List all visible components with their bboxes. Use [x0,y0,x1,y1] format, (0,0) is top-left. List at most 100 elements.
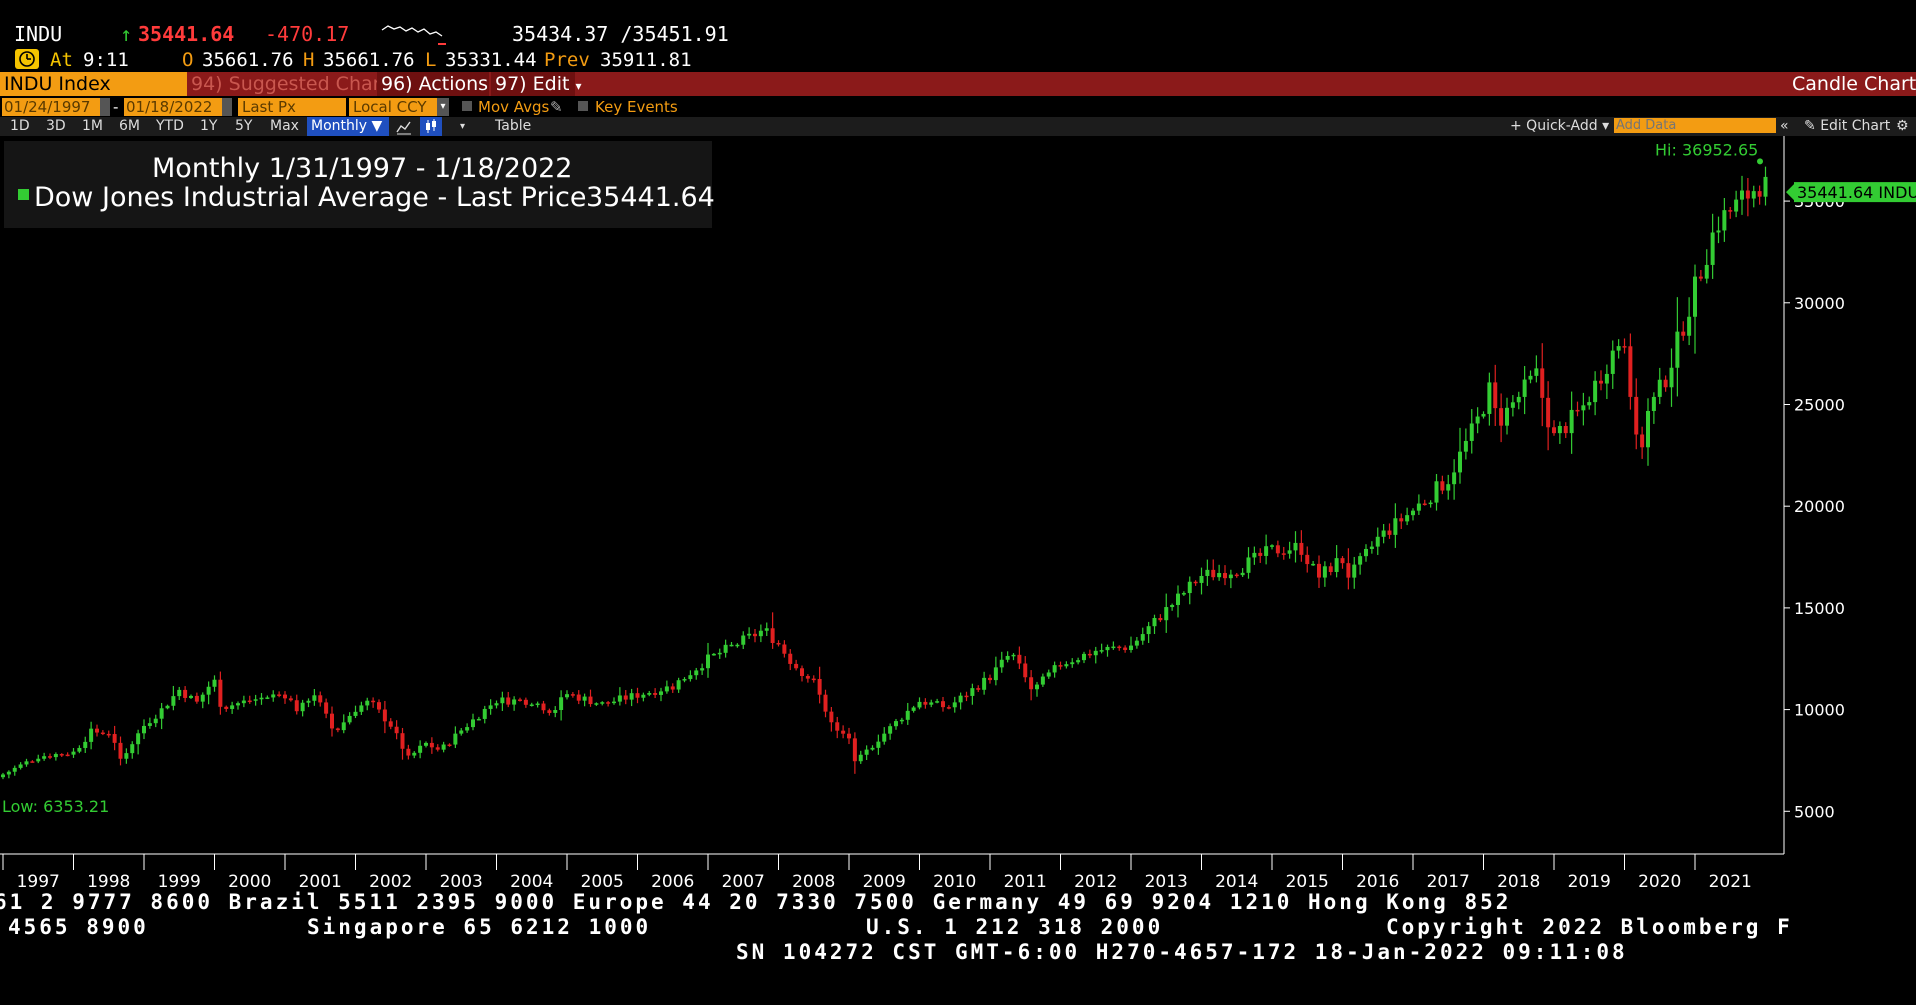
candle-body [700,668,705,671]
candle-body [306,700,311,703]
candle-body [1569,409,1574,434]
candle-body [594,703,599,705]
candle-body [1622,346,1627,348]
candle-body [324,702,329,714]
x-tick-label: 2008 [792,872,835,890]
candle-body [1463,440,1468,452]
candle-body [506,697,511,705]
candle-body [36,758,41,762]
end-date-input[interactable]: 01/18/2022 [124,98,222,116]
candle-body [946,707,951,709]
candle-body [171,696,176,706]
candle-body [1117,646,1122,649]
candle-body [212,679,217,687]
tf-5y-button[interactable]: 5Y [235,118,253,134]
actions-menu[interactable]: 96) Actions ▾ [377,72,500,96]
candle-body [988,677,992,681]
timeframe-bar: 1D 3D 1M 6M YTD 1Y 5Y Max Monthly ▼ ▾ Ta… [0,117,1916,136]
edit-chart-button[interactable]: ✎ Edit Chart [1804,117,1890,136]
period-select[interactable]: Monthly ▼ [307,117,389,136]
candle-body [283,694,287,699]
hi-label: Hi: 36952.65 [1655,140,1758,159]
candle-body [48,756,52,758]
y-tick-label: 10000 [1794,701,1845,720]
x-tick-label: 2000 [228,872,271,890]
candle-body [559,697,564,711]
candle-body [359,705,364,712]
candle-body [535,703,540,706]
candle-body [459,730,464,734]
suggested-charts-button[interactable]: 94) Suggested Charts [191,73,398,95]
candle-body [629,693,634,700]
candle-body [747,633,752,636]
candle-body [1082,653,1086,661]
calendar-icon[interactable] [100,98,110,116]
candle-body [142,725,146,734]
last-price-tag [1794,182,1916,203]
candle-body [271,694,276,698]
candle-body [1223,573,1227,579]
x-tick-label: 2001 [299,872,342,890]
tf-1d-button[interactable]: 1D [10,118,30,134]
candle-chart-icon[interactable] [420,117,442,136]
candle-body [1434,481,1439,503]
tf-ytd-button[interactable]: YTD [156,118,184,134]
candle-body [547,710,552,713]
tf-1m-button[interactable]: 1M [82,118,103,134]
candle-body [183,689,188,698]
candle-body [177,689,182,697]
table-button[interactable]: Table [495,118,532,134]
candle-body [659,691,663,695]
candle-body [617,695,622,702]
candle-body [694,670,699,676]
candle-body [365,700,370,706]
field-select[interactable]: Last Px [238,98,346,116]
tf-3d-button[interactable]: 3D [46,118,66,134]
candle-body [741,635,746,645]
edit-menu[interactable]: 97) Edit ▾ [491,72,582,96]
candle-body [1023,663,1028,678]
quote-time: 9:11 [83,49,129,71]
calendar-icon[interactable] [222,98,232,116]
clock-icon[interactable] [15,49,39,69]
y-tick-label: 20000 [1794,497,1845,516]
line-chart-icon[interactable] [396,117,412,136]
pencil-icon[interactable]: ✎ [550,98,563,116]
candle-body [400,733,405,749]
chevron-down-icon[interactable]: ▾ [460,121,466,132]
tf-6m-button[interactable]: 6M [119,118,140,134]
tf-1y-button[interactable]: 1Y [200,118,218,134]
up-arrow-icon: ↑ [120,22,133,46]
mov-avgs-checkbox[interactable] [462,101,472,111]
start-date-input[interactable]: 01/24/1997 [2,98,100,116]
candle-body [1581,405,1586,411]
candle-body [1493,382,1498,409]
candle-body [982,677,987,690]
tf-max-button[interactable]: Max [270,118,299,134]
candle-body [518,699,522,701]
ticker-symbol[interactable]: INDU [14,22,63,46]
candle-body [847,733,851,739]
candle-body [1745,190,1750,199]
currency-select[interactable]: Local CCY [349,98,439,116]
candle-body [1046,672,1051,677]
chevron-down-icon[interactable]: ▾ [437,98,449,116]
candle-body [1129,645,1133,651]
quick-add-button[interactable]: + Quick-Add ▾ [1510,118,1610,134]
candle-body [1246,557,1251,573]
candle-body [817,678,822,695]
candle-body [447,744,452,747]
candle-body [1516,396,1521,403]
security-field[interactable]: INDU Index [0,72,187,96]
y-tick-label: 30000 [1794,294,1845,313]
candle-body [89,728,94,742]
add-data-input[interactable] [1614,118,1776,133]
collapse-icon[interactable]: « [1780,118,1789,134]
quote-details: At 9:11 O 35661.76 H 35661.76 L 35331.44… [0,48,1916,72]
candle-body [1634,396,1639,435]
candle-body [277,694,282,696]
candle-body [935,701,940,703]
gear-icon[interactable]: ⚙ [1896,118,1909,134]
candle-body [1710,232,1715,265]
key-events-checkbox[interactable] [578,101,588,111]
